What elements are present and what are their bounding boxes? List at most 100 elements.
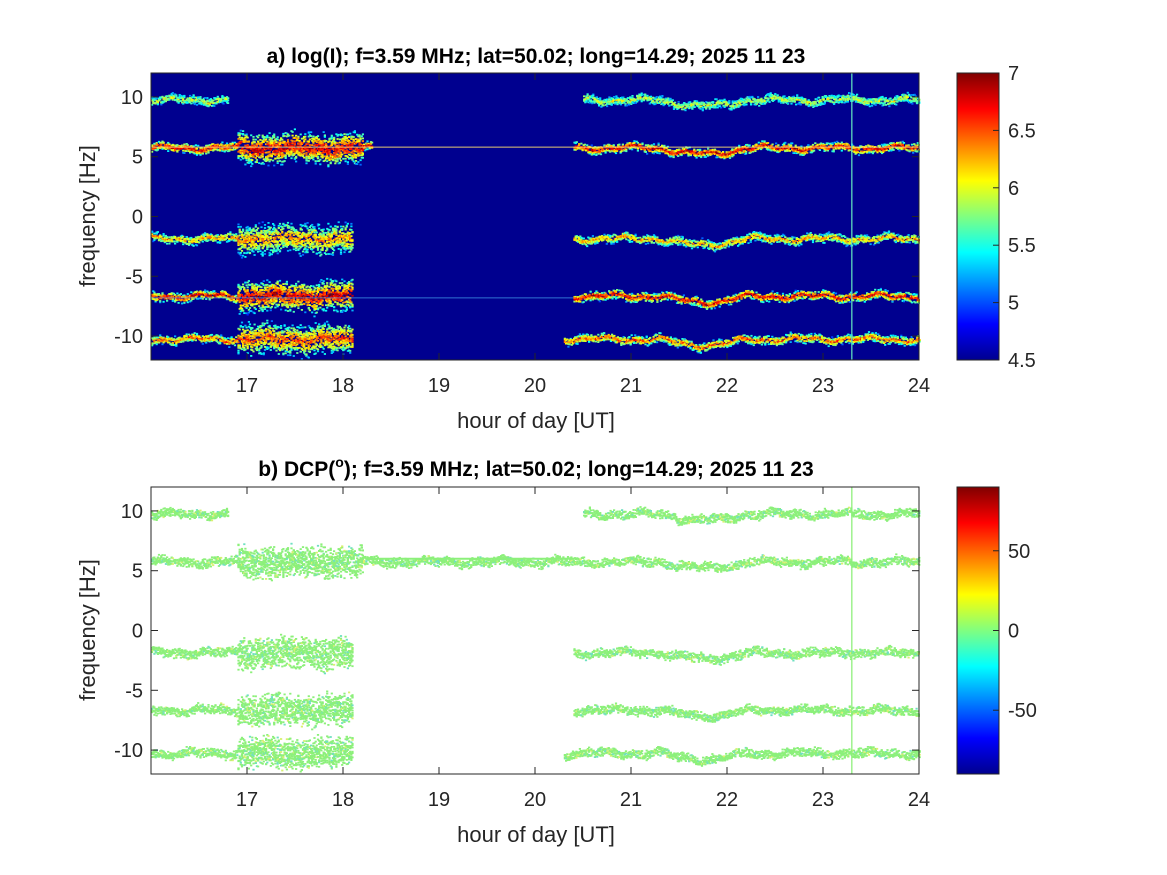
spectrogram-cell xyxy=(914,96,917,99)
spectrogram-cell xyxy=(280,148,283,150)
spectrogram-cell xyxy=(200,149,203,152)
spectrogram-cell xyxy=(601,104,604,107)
spectrogram-cell xyxy=(652,97,655,99)
spectrogram-cell xyxy=(815,105,818,107)
spectrogram-cell xyxy=(284,148,287,151)
spectrogram-cell xyxy=(596,151,599,153)
spectrogram-cell xyxy=(195,147,199,150)
spectrogram-cell xyxy=(308,157,311,160)
spectrogram-cell xyxy=(880,98,883,100)
spectrogram-cell xyxy=(190,148,193,151)
spectrogram-cell xyxy=(803,100,806,103)
spectrogram-cell xyxy=(899,96,902,98)
spectrogram-cell xyxy=(905,94,908,97)
spectrogram-cell xyxy=(288,225,291,228)
spectrogram-cell xyxy=(687,103,690,106)
spectrogram-cell xyxy=(337,144,340,147)
spectrogram-cell xyxy=(176,149,179,152)
spectrogram-cell xyxy=(200,235,203,238)
spectrogram-cell xyxy=(170,96,173,98)
spectrogram-cell xyxy=(746,96,749,99)
spectrogram-cell xyxy=(192,245,195,247)
spectrogram-cell xyxy=(816,104,820,107)
spectrogram-cell xyxy=(670,100,673,102)
spectrogram-cell xyxy=(291,154,294,157)
spectrogram-cell xyxy=(757,96,760,98)
spectrogram-cell xyxy=(237,157,240,160)
spectrogram-cell xyxy=(884,99,887,102)
spectrogram-cell xyxy=(617,100,620,103)
spectrogram-cell xyxy=(151,103,154,106)
spectrogram-cell xyxy=(246,146,249,149)
spectrogram-cell xyxy=(263,224,267,226)
spectrogram-cell xyxy=(758,104,761,107)
spectrogram-cell xyxy=(672,102,676,105)
spectrogram-cell xyxy=(153,99,156,101)
spectrogram-cell xyxy=(318,138,321,141)
spectrogram-cell xyxy=(323,150,326,152)
spectrogram-cell xyxy=(207,105,210,108)
spectrogram-cell xyxy=(295,237,298,240)
spectrogram-cell xyxy=(225,237,229,239)
spectrogram-cell xyxy=(641,142,644,145)
spectrogram-cell xyxy=(344,135,347,138)
spectrogram-cell xyxy=(239,129,242,132)
spectrogram-cell xyxy=(831,96,834,99)
spectrogram-cell xyxy=(259,150,262,153)
spectrogram-cell xyxy=(619,103,623,106)
spectrogram-cell xyxy=(329,148,332,151)
spectrogram-cell xyxy=(193,148,196,150)
spectrogram-cell xyxy=(185,150,188,152)
spectrogram-cell xyxy=(368,147,371,149)
spectrogram-cell xyxy=(286,140,290,143)
spectrogram-cell xyxy=(227,150,230,153)
spectrogram-cell xyxy=(784,101,787,104)
spectrogram-cell xyxy=(280,137,283,140)
spectrogram-cell xyxy=(853,97,856,100)
spectrogram-cell xyxy=(205,144,208,147)
spectrogram-cell xyxy=(295,151,298,154)
spectrogram-cell xyxy=(156,148,159,151)
spectrogram-cell xyxy=(257,151,260,153)
spectrogram-cell xyxy=(321,156,324,159)
spectrogram-cell xyxy=(853,96,856,99)
spectrogram-cell xyxy=(834,101,837,104)
spectrogram-cell xyxy=(755,144,758,146)
spectrogram-cell xyxy=(251,149,254,152)
spectrogram-cell xyxy=(358,139,361,142)
spectrogram-cell xyxy=(219,241,222,244)
spectrogram-cell xyxy=(700,151,703,153)
spectrogram-cell xyxy=(632,97,635,100)
spectrogram-cell xyxy=(291,147,294,150)
spectrogram-cell xyxy=(336,138,339,140)
spectrogram-cell xyxy=(169,145,172,148)
spectrogram-cell xyxy=(338,161,341,164)
spectrogram-cell xyxy=(796,97,799,100)
spectrogram-cell xyxy=(602,149,605,152)
spectrogram-cell xyxy=(824,99,828,102)
spectrogram-cell xyxy=(246,140,249,143)
spectrogram-cell xyxy=(239,158,242,161)
spectrogram-cell xyxy=(761,100,764,103)
spectrogram-cell xyxy=(906,91,909,94)
spectrogram-cell xyxy=(831,101,834,104)
spectrogram-cell xyxy=(298,231,301,234)
spectrogram-cell xyxy=(660,100,663,102)
spectrogram-cell xyxy=(216,95,219,98)
spectrogram-cell xyxy=(275,229,278,232)
spectrogram-cell xyxy=(273,142,276,145)
spectrogram-cell xyxy=(352,131,355,134)
spectrogram-cell xyxy=(811,104,814,106)
spectrogram-cell xyxy=(610,145,613,147)
spectrogram-cell xyxy=(364,149,367,152)
spectrogram-cell xyxy=(198,152,201,155)
spectrogram-cell xyxy=(669,99,672,102)
spectrogram-cell xyxy=(326,145,329,148)
spectrogram-cell xyxy=(716,103,719,106)
spectrogram-cell xyxy=(270,230,273,233)
spectrogram-cell xyxy=(190,145,193,147)
spectrogram-cell xyxy=(575,147,578,150)
spectrogram-cell xyxy=(871,152,874,155)
spectrogram-cell xyxy=(251,142,254,145)
spectrogram-cell xyxy=(181,144,184,147)
